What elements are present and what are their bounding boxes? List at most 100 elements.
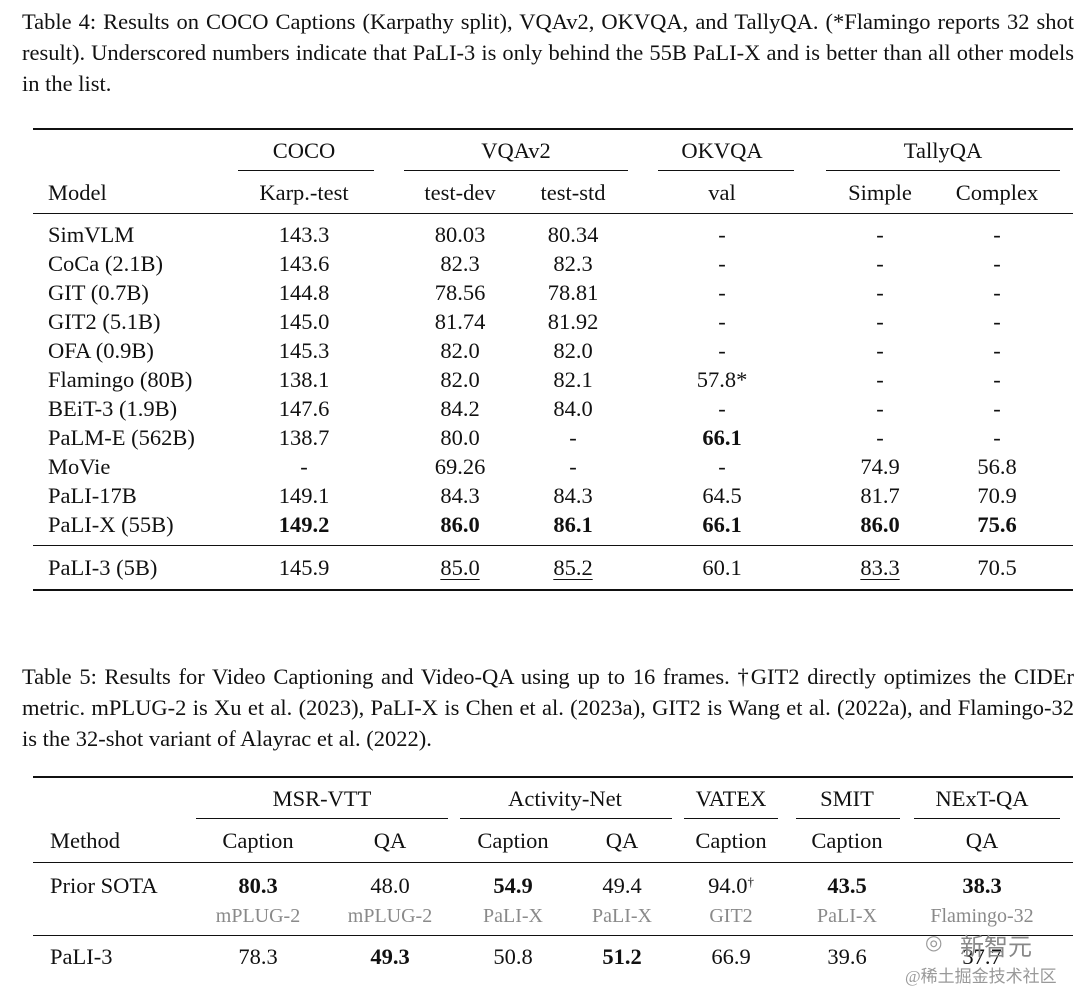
table4-cell-test-dev: 82.0 xyxy=(440,338,480,363)
table4-header-model: Model xyxy=(48,180,107,205)
table4-group-coco: COCO xyxy=(272,138,336,163)
table5-group-smit: SMIT xyxy=(820,786,874,811)
table4-cmidrule-coco xyxy=(238,170,374,171)
table5-prior-anet-caption: 54.9 xyxy=(493,873,533,898)
table4-cell-karp-test: 145.0 xyxy=(278,309,330,334)
table4-cell-tally-complex: 70.9 xyxy=(977,483,1017,508)
table4-cell-okvqa-val: 57.8* xyxy=(696,367,748,392)
table4-cell-okvqa-val: - xyxy=(718,251,726,276)
table5-pali3-anet-caption: 50.8 xyxy=(493,944,533,969)
table5-pali3-anet-qa: 51.2 xyxy=(602,944,642,969)
table4-cell-karp-test: 144.8 xyxy=(278,280,330,305)
table5-caption: Table 5: Results for Video Captioning an… xyxy=(22,664,1074,751)
table4-cell-karp-test: 138.1 xyxy=(278,367,330,392)
table5-prior-next-qa: 38.3 xyxy=(962,873,1002,898)
table4-bottom-rule xyxy=(33,589,1073,591)
table4-cell-okvqa-val: 64.5 xyxy=(702,483,742,508)
table5-prior-source-smit-caption: PaLI-X xyxy=(817,905,877,927)
table4-cell-model: GIT (0.7B) xyxy=(48,280,149,305)
table4-cell-tally-simple: 74.9 xyxy=(860,454,900,479)
table4-cell-tally-simple: - xyxy=(876,396,884,421)
table4-cell-tally-simple: - xyxy=(876,425,884,450)
table4-cell-tally-simple: - xyxy=(876,367,884,392)
table4-cell-okvqa-val: - xyxy=(718,338,726,363)
table4-cell-karp-test: 147.6 xyxy=(278,396,330,421)
table4-cell-karp-test: 138.7 xyxy=(278,425,330,450)
table4-group-tallyqa: TallyQA xyxy=(903,138,983,163)
table4-cell-test-std: 86.1 xyxy=(553,512,593,537)
table4-cell-tally-simple: 86.0 xyxy=(860,512,900,537)
table5-prior-msr-caption: 80.3 xyxy=(238,873,278,898)
table4-cell-test-dev: 82.3 xyxy=(440,251,480,276)
table4-cell-karp-test: 145.3 xyxy=(278,338,330,363)
table4-cell-okvqa-val: 66.1 xyxy=(702,425,742,450)
table4-cell-test-std: 78.81 xyxy=(547,280,599,305)
table4-caption: Table 4: Results on COCO Captions (Karpa… xyxy=(22,9,1074,96)
table4-final-okvqa-val: 60.1 xyxy=(702,555,742,580)
table4-cell-test-dev: 69.26 xyxy=(434,454,486,479)
table5-header-anet-qa: QA xyxy=(605,828,639,853)
table4-cell-test-std: 82.0 xyxy=(553,338,593,363)
table5-mid-rule xyxy=(33,935,1073,936)
table5-prior-anet-qa: 49.4 xyxy=(602,873,642,898)
table4-cell-test-dev: 84.3 xyxy=(440,483,480,508)
table5-pali3-smit-caption: 39.6 xyxy=(827,944,867,969)
table4-cell-test-std: 82.1 xyxy=(553,367,593,392)
table4-cell-tally-complex: - xyxy=(993,338,1001,363)
table4-final-tally-complex: 70.5 xyxy=(977,555,1017,580)
table5-prior-source-msr-qa: mPLUG-2 xyxy=(347,905,433,927)
table4-cell-test-std: 84.3 xyxy=(553,483,593,508)
watermark-community: @稀土掘金技术社区 xyxy=(905,967,1057,986)
table5-pali3-label: PaLI-3 xyxy=(50,944,113,969)
table4-cell-okvqa-val: 66.1 xyxy=(702,512,742,537)
table4-cell-okvqa-val: - xyxy=(718,454,726,479)
table4-cmidrule-vqav2 xyxy=(404,170,628,171)
table4-cell-tally-simple: - xyxy=(876,309,884,334)
table4-final-test-dev: 85.0 xyxy=(440,555,480,580)
table5-cmidrule-smit xyxy=(796,818,900,819)
table4-cell-tally-complex: - xyxy=(993,425,1001,450)
table5-pali3-msr-caption: 78.3 xyxy=(238,944,278,969)
table5-header-msr-qa: QA xyxy=(373,828,407,853)
table5-prior-source-anet-qa: PaLI-X xyxy=(592,905,652,927)
table5-header-next-qa: QA xyxy=(965,828,999,853)
table4-mid-rule xyxy=(33,545,1073,546)
table5-cmidrule-vatex xyxy=(684,818,778,819)
table5-header-rule xyxy=(33,862,1073,863)
table5-prior-source-msr-caption: mPLUG-2 xyxy=(215,905,301,927)
table4-cell-tally-complex: - xyxy=(993,222,1001,247)
table4-cell-tally-complex: - xyxy=(993,251,1001,276)
table4-cell-test-dev: 80.0 xyxy=(440,425,480,450)
table4-cell-test-dev: 81.74 xyxy=(434,309,486,334)
table4-cell-tally-complex: - xyxy=(993,280,1001,305)
table5-prior-msr-qa: 48.0 xyxy=(370,873,410,898)
table4-cell-model: PaLI-X (55B) xyxy=(48,512,174,537)
table4-cell-test-std: 82.3 xyxy=(553,251,593,276)
table4-header-complex: Complex xyxy=(955,180,1039,205)
table4-final-karp-test: 145.9 xyxy=(278,555,330,580)
table4-final-test-std: 85.2 xyxy=(553,555,593,580)
table4-cell-test-dev: 84.2 xyxy=(440,396,480,421)
table4-final-model: PaLI-3 (5B) xyxy=(48,555,158,580)
table5-prior-source-vatex-caption: GIT2 xyxy=(709,905,753,927)
table5-group-activity-net: Activity-Net xyxy=(508,786,622,811)
table5-prior-vatex-caption: 94.0† xyxy=(708,873,754,898)
table5-group-vatex: VATEX xyxy=(695,786,767,811)
table4-cell-model: SimVLM xyxy=(48,222,135,247)
table4-cell-test-dev: 78.56 xyxy=(434,280,486,305)
table5-prior-source-anet-caption: PaLI-X xyxy=(483,905,543,927)
table4-cell-tally-complex: 75.6 xyxy=(977,512,1017,537)
table4-cell-tally-simple: 81.7 xyxy=(860,483,900,508)
table4-group-vqav2: VQAv2 xyxy=(481,138,551,163)
table5-cmidrule-next-qa xyxy=(914,818,1060,819)
table4-cell-test-std: - xyxy=(569,425,577,450)
table4-cell-okvqa-val: - xyxy=(718,222,726,247)
table4-cell-karp-test: - xyxy=(300,454,308,479)
table5-pali3-vatex-caption: 66.9 xyxy=(711,944,751,969)
table4-header-val: val xyxy=(708,180,736,205)
table4-cell-tally-complex: 56.8 xyxy=(977,454,1017,479)
table4-cell-okvqa-val: - xyxy=(718,396,726,421)
table4-cell-tally-complex: - xyxy=(993,396,1001,421)
table4-cmidrule-tallyqa xyxy=(826,170,1060,171)
table5-header-msr-caption: Caption xyxy=(222,828,294,853)
